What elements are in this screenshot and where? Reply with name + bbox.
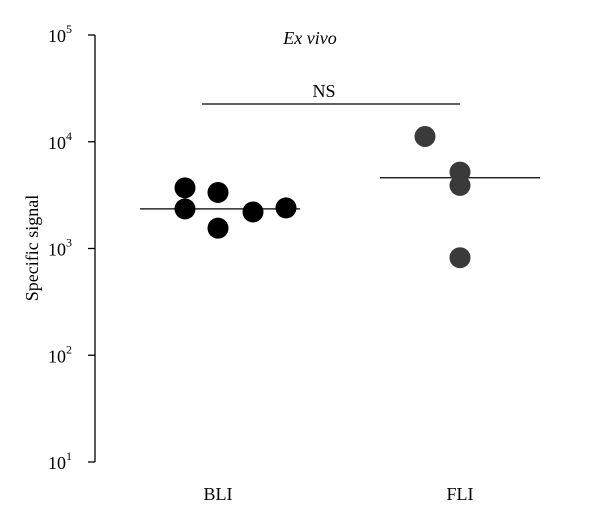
x-axis-categories: BLI FLI: [204, 484, 474, 504]
x-tick-label-fli: FLI: [447, 484, 474, 504]
significance-label: NS: [312, 81, 335, 101]
data-point-fli: [449, 247, 471, 269]
data-point-bli: [174, 198, 196, 220]
y-axis-ticks: 101 102 103 104 105: [48, 22, 95, 473]
median-lines: [140, 177, 540, 210]
data-point-bli: [207, 181, 229, 203]
data-point-bli: [174, 177, 196, 199]
data-point-bli: [275, 197, 297, 219]
y-axis-label: Specific signal: [22, 195, 42, 301]
chart-title: Ex vivo: [282, 28, 336, 48]
data-point-fli: [449, 174, 471, 196]
data-point-bli: [207, 217, 229, 239]
y-tick-label: 105: [48, 22, 72, 46]
y-tick-label: 103: [48, 236, 72, 260]
y-tick-label: 104: [48, 129, 72, 153]
y-tick-label: 101: [48, 449, 72, 473]
y-tick-label: 102: [48, 342, 72, 366]
data-points: [174, 125, 471, 269]
x-tick-label-bli: BLI: [204, 484, 233, 504]
data-point-fli: [414, 125, 436, 147]
data-point-bli: [242, 201, 264, 223]
significance-bracket: NS: [202, 81, 460, 105]
